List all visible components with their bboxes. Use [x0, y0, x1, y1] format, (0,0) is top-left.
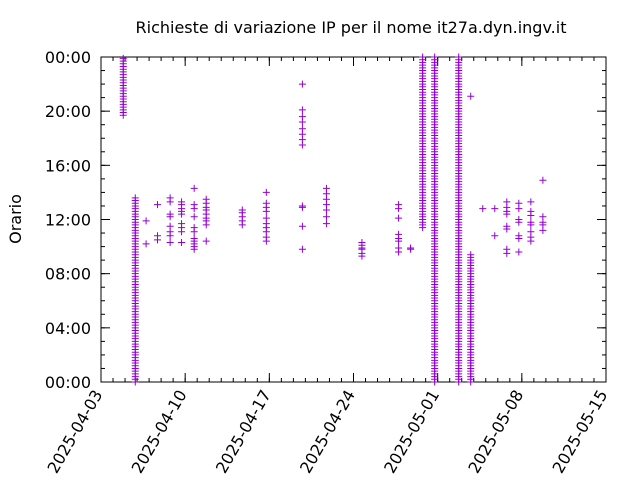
- data-point: [298, 80, 306, 88]
- data-point: [322, 213, 330, 221]
- data-point: [298, 106, 306, 114]
- data-point: [527, 198, 535, 206]
- data-point: [419, 53, 427, 61]
- plot-frame: [100, 56, 607, 383]
- x-tick-label: 2025-04-10: [128, 387, 191, 477]
- data-point: [358, 239, 366, 247]
- data-point: [395, 230, 403, 238]
- data-point: [154, 232, 162, 240]
- data-point: [527, 218, 535, 226]
- y-tick-label: 00:00: [45, 373, 91, 392]
- data-point: [262, 199, 270, 207]
- data-point: [131, 194, 139, 202]
- data-point: [322, 184, 330, 192]
- data-point: [178, 239, 186, 247]
- data-point: [119, 54, 127, 62]
- data-point: [491, 232, 499, 240]
- chart-title: Richieste di variazione IP per il nome i…: [136, 18, 567, 37]
- y-axis-label: Orario: [6, 194, 25, 244]
- data-point: [322, 220, 330, 228]
- data-point: [142, 240, 150, 248]
- data-point: [166, 210, 174, 218]
- minor-ticks: [100, 56, 607, 383]
- data-point: [166, 194, 174, 202]
- data-point: [467, 92, 475, 100]
- data-point: [142, 217, 150, 225]
- data-point: [395, 201, 403, 209]
- data-point: [431, 53, 439, 61]
- data-point: [178, 198, 186, 206]
- data-point: [298, 245, 306, 253]
- data-point: [298, 222, 306, 230]
- data-point: [202, 195, 210, 203]
- y-tick-label: 04:00: [45, 319, 91, 338]
- data-point: [503, 245, 511, 253]
- y-tick-label: 12:00: [45, 211, 91, 230]
- data-point: [238, 206, 246, 214]
- data-point: [166, 239, 174, 247]
- x-tick-label: 2025-04-03: [44, 387, 107, 477]
- x-tick-label: 2025-04-24: [296, 387, 359, 477]
- data-point: [539, 213, 547, 221]
- data-point: [262, 188, 270, 196]
- data-points: [119, 53, 547, 386]
- x-tick-label: 2025-04-17: [212, 387, 275, 477]
- data-point: [262, 214, 270, 222]
- y-tick-label: 00:00: [45, 48, 91, 67]
- data-point: [395, 244, 403, 252]
- data-point: [455, 53, 463, 61]
- data-point: [190, 224, 198, 232]
- data-point: [202, 237, 210, 245]
- data-point: [395, 214, 403, 222]
- data-point: [166, 222, 174, 230]
- y-tick-label: 16:00: [45, 156, 91, 175]
- y-tick-label: 08:00: [45, 265, 91, 284]
- data-point: [515, 216, 523, 223]
- data-point: [190, 184, 198, 192]
- data-point: [467, 251, 475, 259]
- data-point: [190, 201, 198, 209]
- x-tick-label: 2025-05-08: [464, 387, 527, 477]
- data-point: [515, 248, 523, 256]
- data-point: [190, 213, 198, 221]
- data-point: [298, 125, 306, 133]
- data-point: [298, 113, 306, 121]
- data-point: [527, 228, 535, 236]
- y-tick-label: 20:00: [45, 102, 91, 121]
- x-ticks: 2025-04-03 2025-04-10 2025-04-17 2025-04-24…: [44, 57, 612, 477]
- x-tick-label: 2025-05-01: [380, 386, 443, 476]
- y-ticks: 00:00 04:00 08:00 12:00 16:00 20:00 00:00: [45, 48, 606, 392]
- data-point: [154, 201, 162, 209]
- data-point: [539, 176, 547, 184]
- data-point: [527, 207, 535, 215]
- data-point: [491, 205, 499, 213]
- data-point: [515, 232, 523, 240]
- data-point: [407, 244, 415, 252]
- data-point: [190, 234, 198, 242]
- data-point: [503, 222, 511, 230]
- data-point: [515, 199, 523, 207]
- x-tick-label: 2025-05-15: [549, 387, 612, 477]
- data-point: [298, 202, 306, 210]
- data-point: [178, 220, 186, 228]
- data-point: [503, 198, 511, 206]
- data-point: [479, 205, 487, 213]
